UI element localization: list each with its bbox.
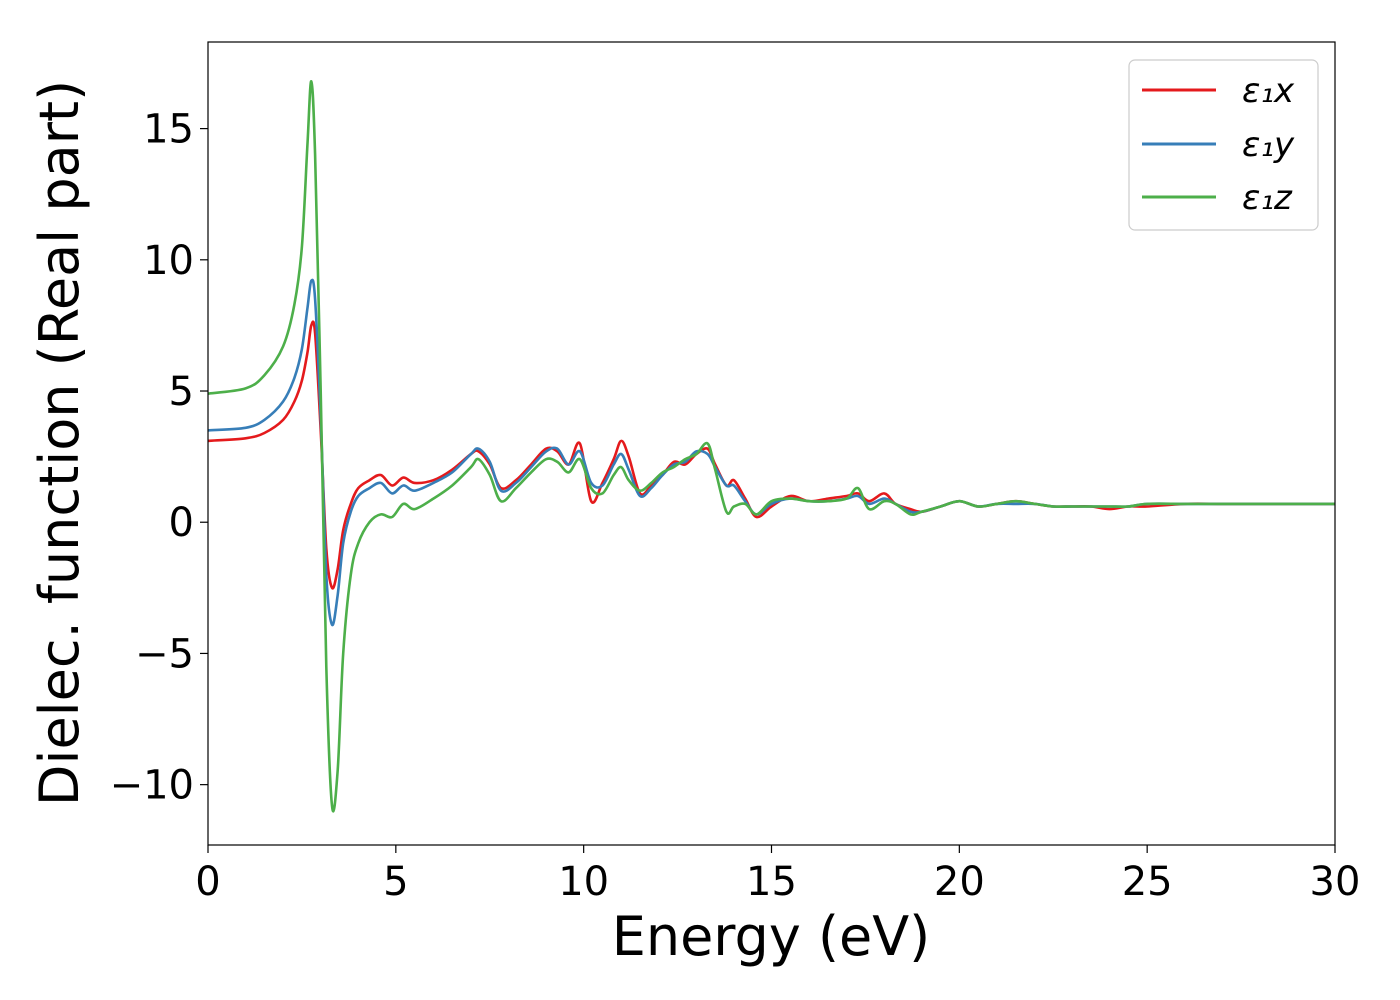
series-layer — [207, 80, 1335, 813]
x-tick-label: 20 — [934, 859, 985, 905]
y-axis-ticks: −10 −5 0 5 10 15 — [110, 107, 208, 809]
y-tick-label: 5 — [169, 369, 194, 415]
x-tick-label: 10 — [558, 859, 609, 905]
y-axis-label: Dielec. function (Real part) — [28, 80, 91, 806]
x-axis-label: Energy (eV) — [612, 905, 931, 968]
legend: ε₁x ε₁y ε₁z — [1128, 59, 1319, 231]
x-tick-label: 0 — [195, 859, 220, 905]
x-tick-label: 5 — [383, 859, 408, 905]
x-tick-label: 15 — [746, 859, 797, 905]
y-tick-label: 15 — [143, 107, 194, 153]
legend-box — [1128, 59, 1319, 231]
x-tick-label: 25 — [1122, 859, 1173, 905]
legend-label-x: ε₁x — [1242, 71, 1295, 111]
y-tick-label: 10 — [143, 238, 194, 284]
x-tick-label: 30 — [1310, 859, 1361, 905]
y-tick-label: −5 — [135, 631, 194, 677]
y-tick-label: 0 — [169, 500, 194, 546]
series-line-z — [207, 80, 1335, 813]
legend-label-z: ε₁z — [1242, 178, 1293, 218]
x-axis-ticks: 0 5 10 15 20 25 30 — [195, 845, 1360, 905]
plot-frame — [207, 41, 1336, 846]
legend-label-y: ε₁y — [1242, 125, 1295, 165]
y-tick-label: −10 — [110, 763, 194, 809]
